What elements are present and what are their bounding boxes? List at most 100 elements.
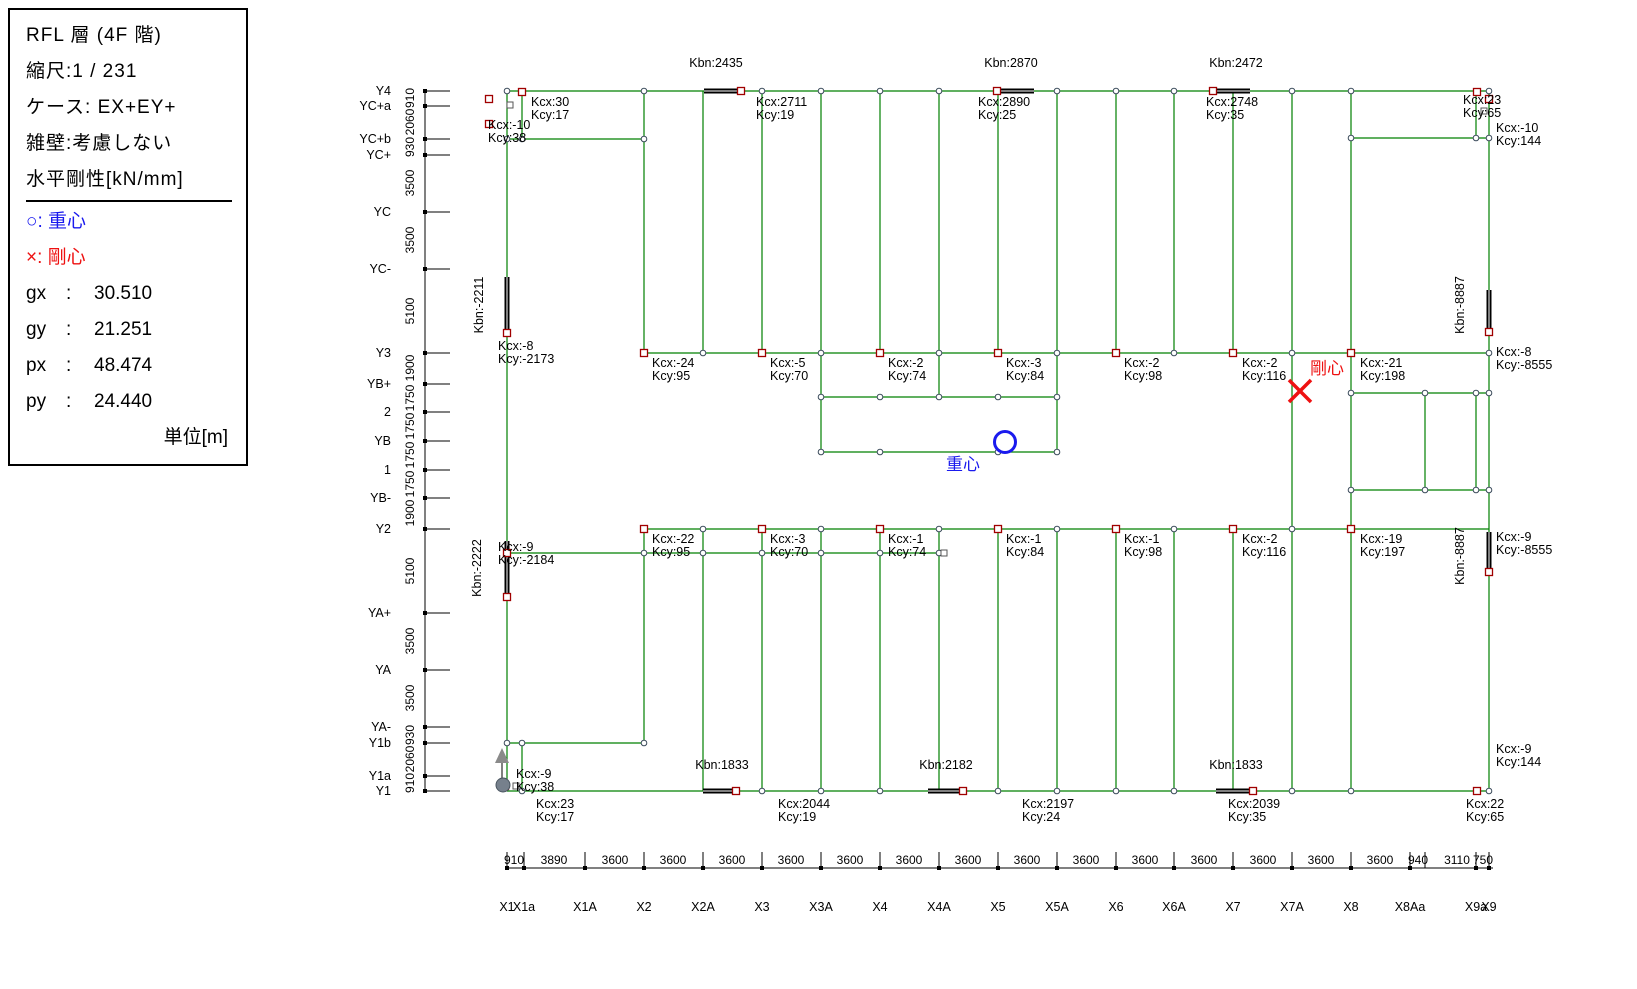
kcy-label: Kcy:116: [1242, 369, 1286, 383]
node-marker: [1053, 525, 1061, 533]
x-axis-label: X8Aa: [1395, 900, 1426, 914]
node-marker: [1347, 134, 1355, 142]
y-dim-label: 1750: [403, 470, 417, 497]
kcx-label: Kcx:-10: [488, 118, 530, 132]
node-marker: [1170, 787, 1178, 795]
x-axis-label: X6A: [1162, 900, 1186, 914]
column-marker: [736, 86, 746, 96]
info-box: RFL 層 (4F 階) 縮尺:1 / 231 ケース: EX+EY+ 雑壁:考…: [8, 8, 248, 466]
node-marker: [518, 739, 526, 747]
small-node-square: [506, 101, 514, 109]
kcx-label: Kcx:-9: [1496, 530, 1531, 544]
y-tick-dot: [423, 496, 427, 500]
kcy-label: Kcy:95: [652, 545, 690, 559]
y-axis-label: 2: [384, 405, 391, 419]
node-marker: [1288, 787, 1296, 795]
kcy-label: Kcy:17: [536, 810, 574, 824]
node-marker: [1288, 525, 1296, 533]
rigidity-center-label: 剛心: [1310, 359, 1344, 378]
y-dim-label: 2060: [403, 745, 417, 772]
y-tick-dot: [423, 611, 427, 615]
node-marker: [876, 87, 884, 95]
px-label: px: [26, 355, 47, 376]
node-marker: [1053, 393, 1061, 401]
node-marker: [817, 525, 825, 533]
kbn-label-rotated: Kbn:-8887: [1453, 527, 1467, 585]
kcx-label: Kcx:-9: [498, 540, 533, 554]
y-axis-label: YA: [375, 663, 391, 677]
kcy-label: Kcy:19: [778, 810, 816, 824]
kbn-label: Kbn:1833: [1209, 758, 1263, 772]
node-marker: [876, 787, 884, 795]
y-tick-dot: [423, 468, 427, 472]
node-marker: [1053, 349, 1061, 357]
misc-wall-text: 雑壁:考慮しない: [26, 133, 173, 154]
x-dim-label: 3600: [660, 853, 687, 867]
x-dim-label: 3600: [1367, 853, 1394, 867]
node-marker: [1421, 486, 1429, 494]
kcx-label: Kcx:-1: [1006, 532, 1041, 546]
y-tick-dot: [423, 137, 427, 141]
node-marker: [1170, 349, 1178, 357]
node-marker: [1485, 349, 1493, 357]
y-axis-label: YC+b: [359, 132, 391, 146]
x-dim-label: 3600: [837, 853, 864, 867]
column-marker: [1208, 86, 1218, 96]
y-dim-label: 3500: [403, 169, 417, 196]
small-node-square: [940, 549, 948, 557]
x-dim-label: 3600: [1191, 853, 1218, 867]
y-axis-label: Y1a: [369, 769, 391, 783]
floor-title: RFL 層 (4F 階): [26, 25, 162, 46]
x-dim-label: 3600: [1132, 853, 1159, 867]
y-axis-label: YC-: [369, 262, 391, 276]
x-tick-dot: [1408, 866, 1412, 870]
y-tick-dot: [423, 439, 427, 443]
node-marker: [935, 393, 943, 401]
column-marker: [993, 524, 1003, 534]
node-marker: [518, 135, 526, 143]
node-marker: [935, 349, 943, 357]
unit-text: 単位[m]: [163, 427, 228, 448]
x-dim-label: 750: [1473, 853, 1493, 867]
x-tick-dot: [760, 866, 764, 870]
kcy-label: Kcy:65: [1463, 106, 1501, 120]
y-dim-label: 1750: [403, 412, 417, 439]
kcx-label: Kcx:-3: [770, 532, 805, 546]
gx-value: 30.510: [94, 283, 153, 304]
x-axis-label: X2: [636, 900, 651, 914]
column-marker: [1228, 348, 1238, 358]
kcx-label: Kcx:2197: [1022, 797, 1074, 811]
node-marker: [1347, 787, 1355, 795]
x-dim-label: 3600: [1250, 853, 1277, 867]
x-axis-label: X1A: [573, 900, 597, 914]
node-marker: [935, 525, 943, 533]
x-axis-label: X1: [499, 900, 514, 914]
node-marker: [1347, 87, 1355, 95]
x-tick-dot: [819, 866, 823, 870]
node-marker: [1112, 87, 1120, 95]
x-tick-dot: [1231, 866, 1235, 870]
kcx-label: Kcx:-21: [1360, 356, 1402, 370]
x-axis-label: X3: [754, 900, 769, 914]
kcy-label: Kcy:74: [888, 369, 926, 383]
gy-row: gy: 21.251: [26, 312, 238, 348]
kcy-label: Kcy:38: [516, 780, 554, 794]
column-marker: [1472, 87, 1482, 97]
y-dim-label: 910: [403, 773, 417, 793]
kcx-label: Kcx:-5: [770, 356, 805, 370]
y-dim-label: 5100: [403, 297, 417, 324]
node-marker: [1472, 486, 1480, 494]
y-dim-label: 1750: [403, 441, 417, 468]
node-marker: [1472, 389, 1480, 397]
x-axis-label: X9: [1481, 900, 1496, 914]
kcy-label: Kcy:35: [1206, 108, 1244, 122]
kcy-label: Kcy:197: [1360, 545, 1405, 559]
column-marker: [992, 86, 1002, 96]
kcx-label: Kcx:2039: [1228, 797, 1280, 811]
gravity-circle-icon: ○: [26, 211, 38, 232]
kcy-label: Kcy:84: [1006, 545, 1044, 559]
column-marker: [993, 348, 1003, 358]
kcy-label: Kcy:70: [770, 369, 808, 383]
case-text: ケース: EX+EY+: [26, 97, 177, 118]
node-marker: [1112, 787, 1120, 795]
